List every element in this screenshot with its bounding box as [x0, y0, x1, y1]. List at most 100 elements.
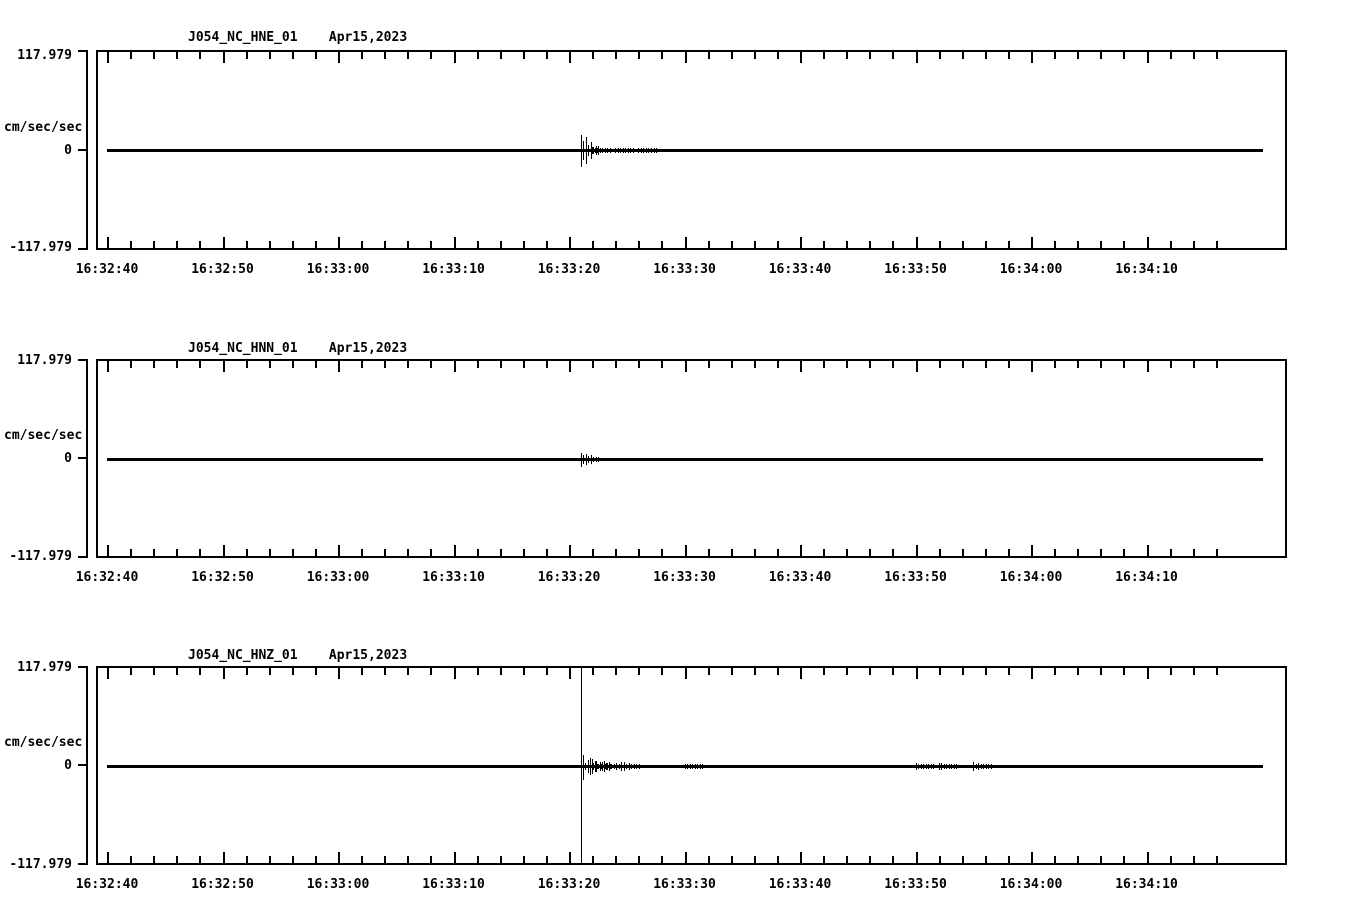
x-minor-tick-bottom: [1216, 241, 1218, 248]
x-minor-tick-top: [384, 668, 386, 675]
x-minor-tick-bottom: [199, 241, 201, 248]
y-tick-mid-hne: [78, 149, 87, 151]
x-minor-tick-bottom: [315, 241, 317, 248]
x-major-tick-top: [1031, 52, 1033, 63]
waveform-coda-sample: [600, 762, 601, 771]
waveform-coda-sample: [654, 148, 655, 153]
x-axis-tick-label: 16:32:50: [191, 262, 254, 277]
x-minor-tick-bottom: [500, 549, 502, 556]
x-minor-tick-bottom: [985, 241, 987, 248]
x-major-tick-top: [338, 668, 340, 679]
x-axis-tick-label: 16:33:30: [653, 877, 716, 892]
x-minor-tick-top: [1193, 668, 1195, 675]
x-minor-tick-top: [361, 52, 363, 59]
x-minor-tick-bottom: [661, 241, 663, 248]
x-minor-tick-bottom: [1100, 241, 1102, 248]
x-minor-tick-bottom: [592, 241, 594, 248]
x-major-tick-bottom: [800, 852, 802, 863]
x-minor-tick-top: [1216, 52, 1218, 59]
panel-title-hnz: J054_NC_HNZ_01 Apr15,2023: [188, 648, 408, 663]
x-minor-tick-top: [246, 668, 248, 675]
waveform-coda-sample: [588, 760, 589, 773]
x-minor-tick-top: [407, 52, 409, 59]
x-minor-tick-bottom: [962, 549, 964, 556]
x-minor-tick-bottom: [199, 856, 201, 863]
waveform-coda-sample: [600, 148, 601, 153]
x-minor-tick-bottom: [246, 241, 248, 248]
x-minor-tick-top: [500, 52, 502, 59]
waveform-coda-sample: [583, 141, 584, 160]
x-major-tick-top: [1147, 52, 1149, 63]
x-major-tick-bottom: [1031, 852, 1033, 863]
y-tick-min-hne: [78, 248, 87, 250]
x-minor-tick-top: [777, 52, 779, 59]
x-minor-tick-bottom: [869, 856, 871, 863]
waveform-coda-sample: [607, 763, 608, 770]
x-minor-tick-bottom: [1216, 549, 1218, 556]
x-minor-tick-bottom: [130, 241, 132, 248]
x-minor-tick-bottom: [708, 241, 710, 248]
x-minor-tick-top: [477, 668, 479, 675]
x-minor-tick-bottom: [361, 241, 363, 248]
x-major-tick-top: [800, 52, 802, 63]
waveform-coda-sample: [928, 764, 929, 769]
waveform-spike: [583, 755, 584, 780]
waveform-coda-sample: [624, 762, 625, 771]
y-axis-spine-hnn: [86, 359, 88, 558]
x-minor-tick-bottom: [1123, 856, 1125, 863]
x-minor-tick-bottom: [269, 241, 271, 248]
waveform-coda-sample: [611, 764, 612, 769]
x-minor-tick-bottom: [546, 856, 548, 863]
waveform-coda-sample: [591, 142, 592, 159]
waveform-coda-sample: [607, 148, 608, 153]
x-major-tick-top: [1031, 361, 1033, 372]
x-minor-tick-bottom: [292, 856, 294, 863]
panel-title-hne: J054_NC_HNE_01 Apr15,2023: [188, 30, 408, 45]
x-minor-tick-bottom: [638, 241, 640, 248]
x-minor-tick-top: [500, 668, 502, 675]
x-minor-tick-top: [985, 52, 987, 59]
x-minor-tick-top: [1100, 668, 1102, 675]
x-minor-tick-bottom: [269, 549, 271, 556]
waveform-coda-sample: [606, 763, 607, 770]
waveform-coda-sample: [596, 457, 597, 462]
x-axis-tick-label: 16:33:50: [884, 570, 947, 585]
x-major-tick-bottom: [800, 237, 802, 248]
x-minor-tick-top: [176, 668, 178, 675]
waveform-coda-sample: [614, 764, 615, 769]
x-major-tick-top: [569, 668, 571, 679]
x-axis-tick-label: 16:32:40: [75, 877, 139, 892]
waveform-coda-sample: [687, 764, 688, 769]
x-minor-tick-top: [892, 361, 894, 368]
x-minor-tick-top: [592, 52, 594, 59]
x-minor-tick-bottom: [1008, 241, 1010, 248]
waveform-coda-sample: [623, 148, 624, 153]
x-minor-tick-bottom: [292, 549, 294, 556]
waveform-coda-sample: [597, 764, 598, 769]
trace-baseline: [107, 149, 1263, 152]
x-axis-tick-label: 16:32:50: [191, 877, 254, 892]
x-minor-tick-top: [1008, 52, 1010, 59]
x-minor-tick-bottom: [754, 549, 756, 556]
x-minor-tick-bottom: [823, 549, 825, 556]
x-minor-tick-top: [846, 361, 848, 368]
waveform-coda-sample: [620, 148, 621, 153]
x-minor-tick-bottom: [246, 549, 248, 556]
waveform-coda-sample: [598, 457, 599, 462]
x-minor-tick-bottom: [407, 856, 409, 863]
waveform-coda-sample: [944, 764, 945, 769]
x-minor-tick-top: [962, 668, 964, 675]
x-minor-tick-bottom: [430, 241, 432, 248]
x-minor-tick-top: [638, 668, 640, 675]
waveform-spike: [581, 668, 582, 863]
x-minor-tick-bottom: [939, 241, 941, 248]
x-minor-tick-bottom: [1170, 241, 1172, 248]
x-minor-tick-bottom: [1193, 856, 1195, 863]
x-minor-tick-bottom: [615, 856, 617, 863]
x-major-tick-bottom: [454, 237, 456, 248]
waveform-coda-sample: [605, 148, 606, 153]
x-minor-tick-top: [546, 52, 548, 59]
x-minor-tick-bottom: [846, 856, 848, 863]
waveform-coda-sample: [633, 148, 634, 153]
